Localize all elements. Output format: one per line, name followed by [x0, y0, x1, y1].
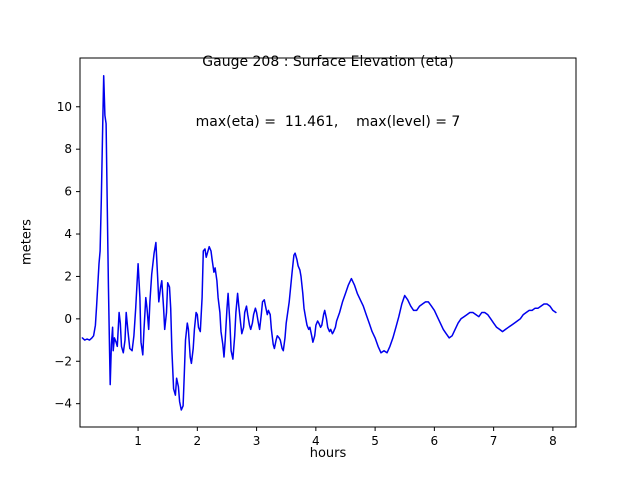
y-tick-label: 4 — [64, 227, 72, 241]
y-tick-label: −4 — [54, 397, 72, 411]
x-axis-label: hours — [309, 446, 347, 461]
y-axis-label: meters — [19, 219, 35, 265]
y-tick-label: 8 — [64, 142, 72, 156]
x-tick-label: 3 — [253, 434, 261, 448]
eta-line — [81, 75, 557, 411]
y-tick-label: 2 — [64, 269, 72, 283]
axes-frame — [79, 57, 577, 428]
y-tick-label: −2 — [54, 354, 72, 368]
x-tick-label: 4 — [312, 434, 320, 448]
x-tick-label: 2 — [194, 434, 202, 448]
x-tick-label: 1 — [134, 434, 142, 448]
x-tick-label: 7 — [490, 434, 498, 448]
x-tick-label: 5 — [371, 434, 379, 448]
x-tick-label: 8 — [549, 434, 557, 448]
chart-title: Gauge 208 : Surface Elevation (eta) — [202, 54, 454, 70]
chart-title-block: Gauge 208 : Surface Elevation (eta) max(… — [80, 12, 576, 172]
y-tick-label: 0 — [64, 312, 72, 326]
chart-subtitle: max(eta) = 11.461, max(level) = 7 — [195, 114, 461, 130]
x-tick-label: 6 — [431, 434, 439, 448]
y-tick-label: 6 — [64, 185, 72, 199]
y-tick-label: 10 — [57, 100, 72, 114]
